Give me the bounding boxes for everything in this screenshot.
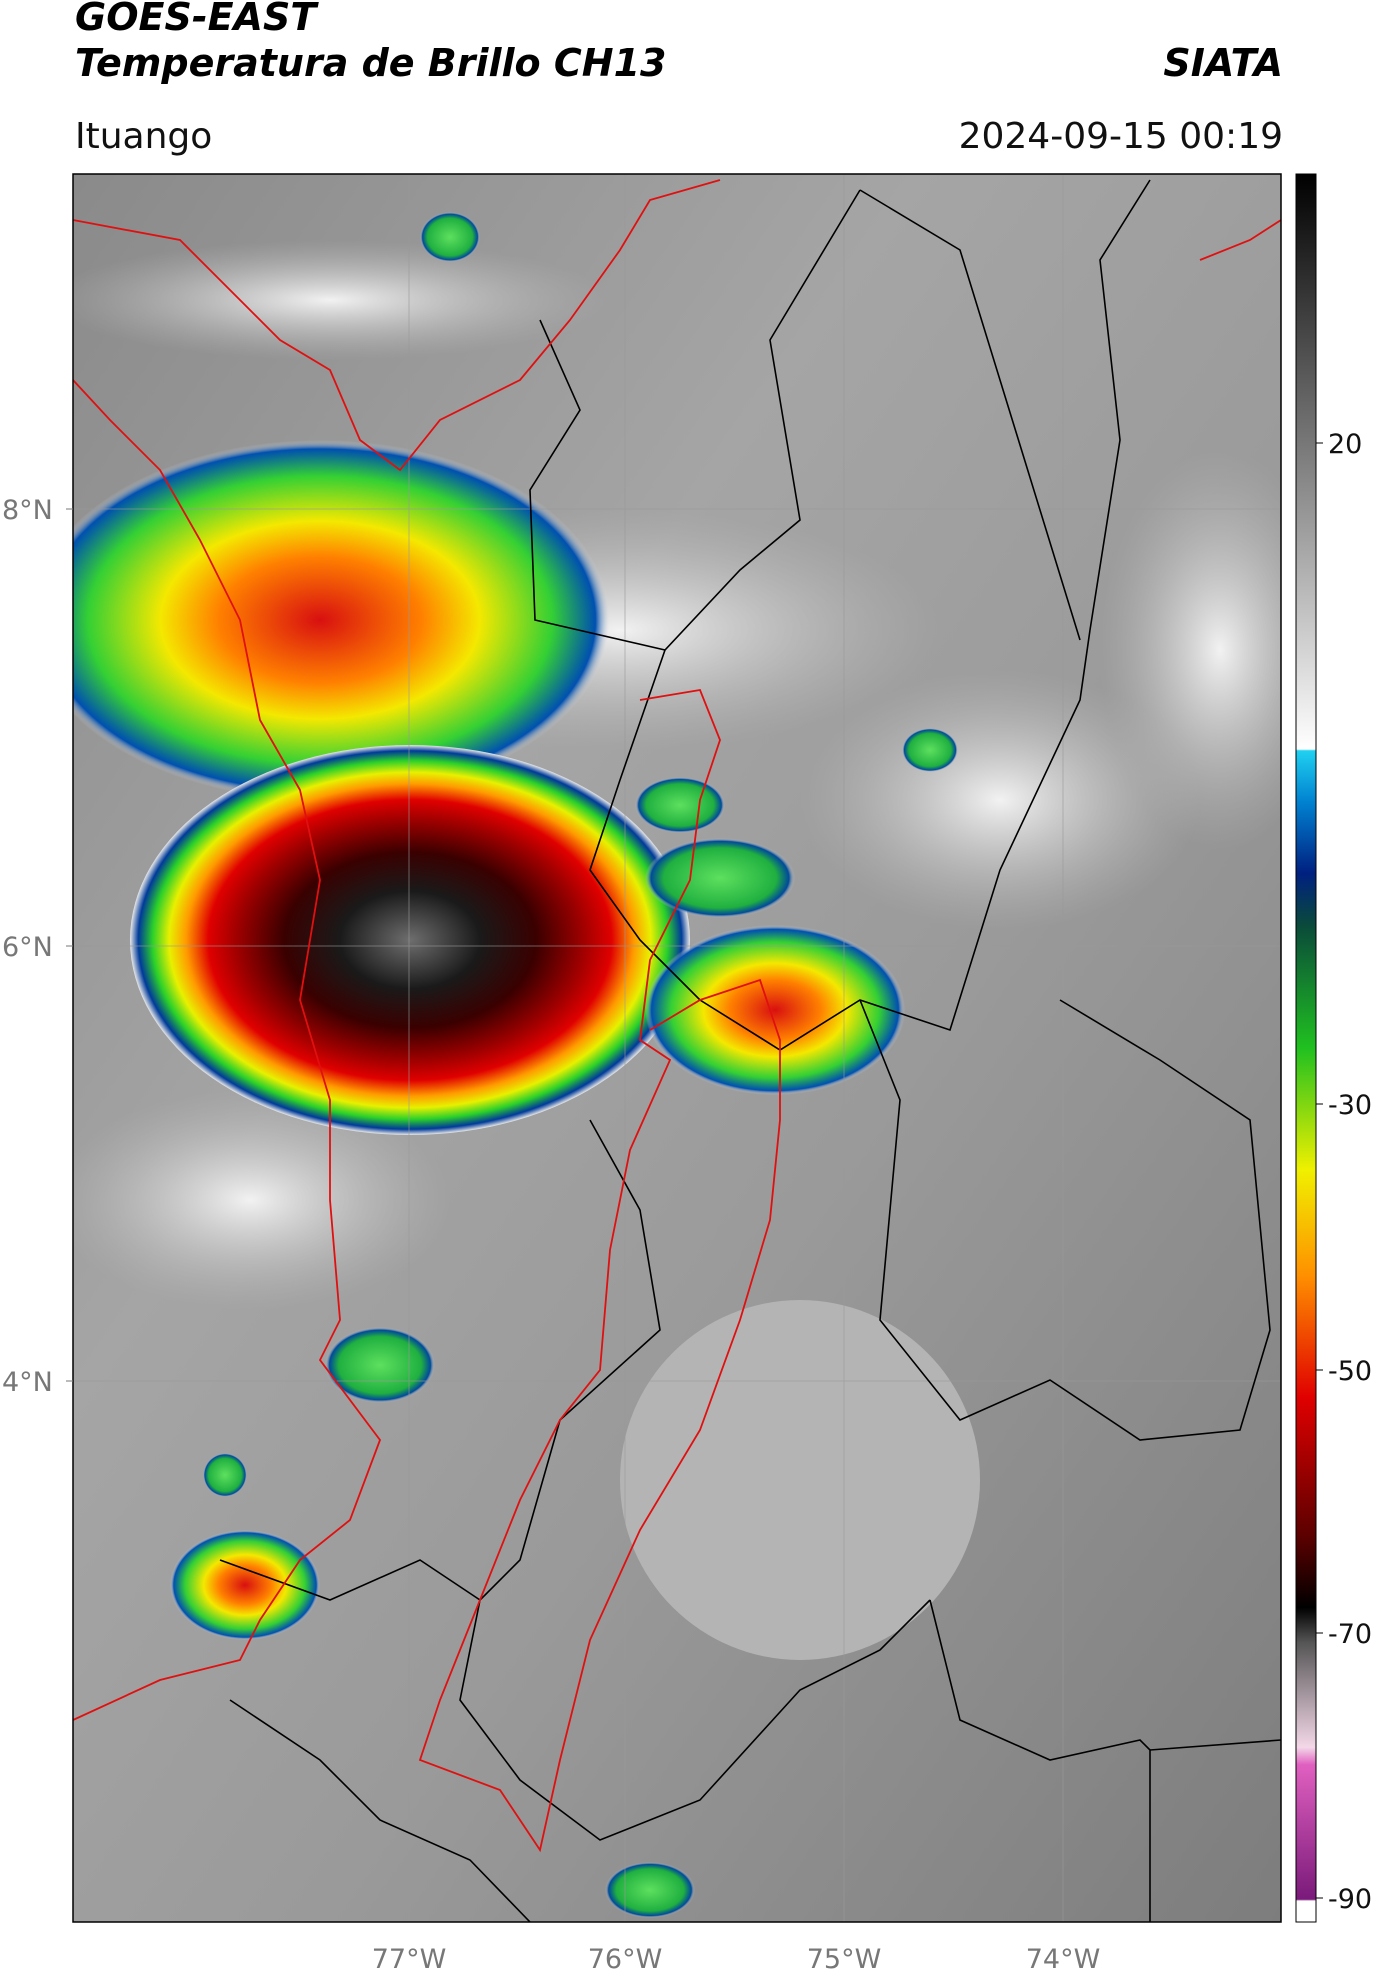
lat-labels: 8°N 6°N 4°N bbox=[2, 495, 73, 1398]
colorbar-label: -70 bbox=[1328, 1619, 1372, 1650]
colorbar-label: -90 bbox=[1328, 1884, 1372, 1915]
location: Ituango bbox=[75, 116, 212, 157]
colorbar-label: 20 bbox=[1328, 429, 1362, 460]
lat-label: 4°N bbox=[2, 1367, 53, 1398]
subtitle: Temperatura de Brillo CH13 bbox=[75, 41, 666, 85]
source: SIATA bbox=[1163, 41, 1283, 85]
lat-label: 6°N bbox=[2, 932, 53, 963]
lon-label: 76°W bbox=[588, 1944, 663, 1975]
colorbar bbox=[1295, 173, 1317, 1923]
lon-label: 74°W bbox=[1026, 1944, 1101, 1975]
colorbar-label: -50 bbox=[1328, 1356, 1372, 1387]
colorbar-labels: 20 -30 -50 -70 -90 bbox=[1316, 429, 1372, 1915]
lat-label: 8°N bbox=[2, 495, 53, 526]
datetime: 2024-09-15 00:19 bbox=[959, 116, 1283, 157]
colorbar-label: -30 bbox=[1328, 1090, 1372, 1121]
lon-label: 75°W bbox=[807, 1944, 882, 1975]
satellite-map bbox=[73, 174, 1281, 1922]
lon-labels: 77°W 76°W 75°W 74°W bbox=[372, 1944, 1101, 1975]
map-frame bbox=[72, 173, 1282, 1923]
lon-label: 77°W bbox=[372, 1944, 447, 1975]
title: GOES-EAST bbox=[75, 0, 319, 39]
